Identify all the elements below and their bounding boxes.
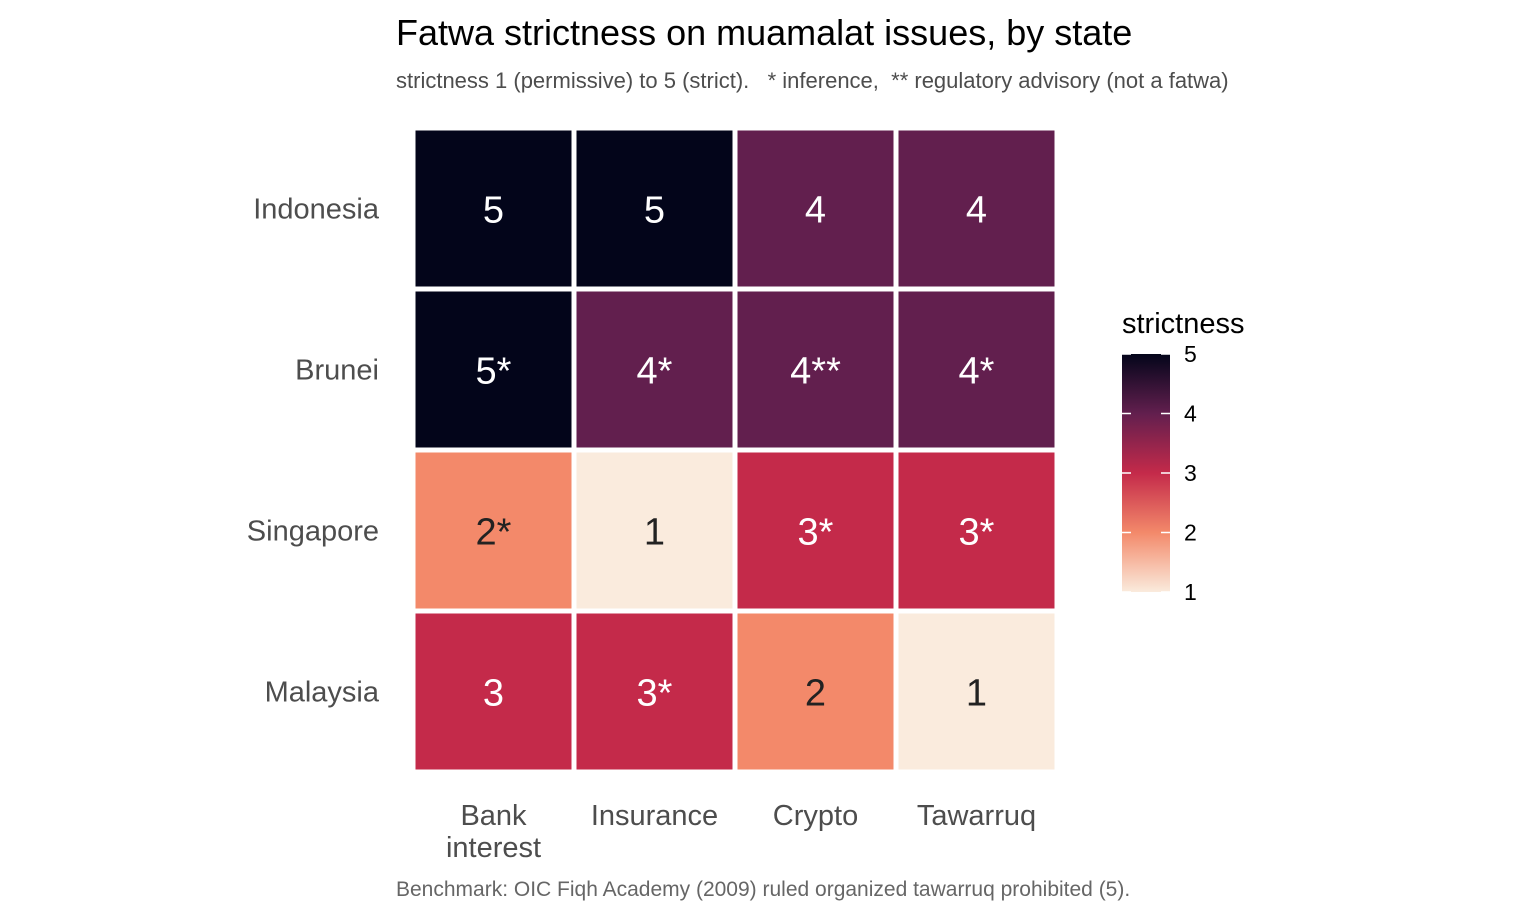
y-tick-label: Indonesia	[253, 194, 380, 226]
cell-value-label: 4	[966, 190, 987, 232]
heatmap-cell	[415, 291, 572, 448]
legend-tick-label: 5	[1184, 341, 1197, 367]
cell-value-label: 4**	[790, 351, 841, 393]
cell-value-label: 5*	[476, 351, 512, 393]
x-axis: Bank interest Insurance Crypto Tawarruq	[446, 800, 1036, 864]
chart-subtitle: strictness 1 (permissive) to 5 (strict).…	[396, 68, 1229, 93]
y-tick-label: Malaysia	[265, 677, 380, 709]
y-axis: Indonesia Brunei Singapore Malaysia	[247, 194, 380, 709]
legend-title: strictness	[1122, 308, 1244, 340]
cell-value-label: 4*	[959, 351, 995, 393]
heatmap-cell	[415, 613, 572, 770]
legend: strictness 5 4 3 2 1	[1122, 308, 1244, 605]
chart-title: Fatwa strictness on muamalat issues, by …	[396, 12, 1132, 53]
cell-value-label: 1	[966, 673, 987, 715]
cell-value-label: 4	[805, 190, 826, 232]
x-tick-label: Tawarruq	[917, 800, 1036, 832]
heatmap-cell	[737, 613, 894, 770]
heatmap-cell	[415, 452, 572, 609]
x-tick-label: Insurance	[591, 800, 718, 832]
x-tick-label: Bank interest	[446, 800, 541, 864]
cell-value-label: 3*	[637, 673, 673, 715]
x-tick-label-line: Tawarruq	[917, 800, 1036, 832]
cell-value-label: 2	[805, 673, 826, 715]
legend-ticks: 5 4 3 2 1	[1122, 341, 1197, 605]
heatmap-cells: 5 5 4 4 5* 4* 4** 4* 2* 1 3* 3* 3 3* 2 1	[415, 130, 1055, 770]
x-tick-label-line: Bank	[460, 800, 527, 832]
heatmap-cell	[898, 130, 1055, 287]
heatmap-cell	[737, 130, 894, 287]
x-tick-label: Crypto	[773, 800, 858, 832]
cell-value-label: 5	[483, 190, 504, 232]
heatmap-cell	[415, 130, 572, 287]
heatmap-cell	[737, 291, 894, 448]
heatmap-cell	[576, 130, 733, 287]
cell-value-label: 3*	[959, 512, 995, 554]
y-tick-label: Brunei	[295, 355, 379, 387]
heatmap-cell	[898, 452, 1055, 609]
heatmap-cell	[576, 452, 733, 609]
x-tick-label-line: Crypto	[773, 800, 858, 832]
x-tick-label-line: Insurance	[591, 800, 718, 832]
legend-tick-label: 1	[1184, 579, 1197, 605]
cell-value-label: 1	[644, 512, 665, 554]
heatmap-cell	[898, 613, 1055, 770]
cell-value-label: 3*	[798, 512, 834, 554]
cell-value-label: 2*	[476, 512, 512, 554]
cell-value-label: 3	[483, 673, 504, 715]
cell-value-label: 5	[644, 190, 665, 232]
chart-caption: Benchmark: OIC Fiqh Academy (2009) ruled…	[396, 878, 1130, 901]
cell-value-label: 4*	[637, 351, 673, 393]
y-tick-label: Singapore	[247, 516, 379, 548]
heatmap-cell	[576, 291, 733, 448]
legend-tick-label: 4	[1184, 401, 1197, 427]
heatmap-cell	[898, 291, 1055, 448]
heatmap-cell	[737, 452, 894, 609]
legend-tick-label: 3	[1184, 460, 1197, 486]
heatmap-cell	[576, 613, 733, 770]
x-tick-label-line: interest	[446, 832, 541, 864]
legend-tick-label: 2	[1184, 520, 1197, 546]
